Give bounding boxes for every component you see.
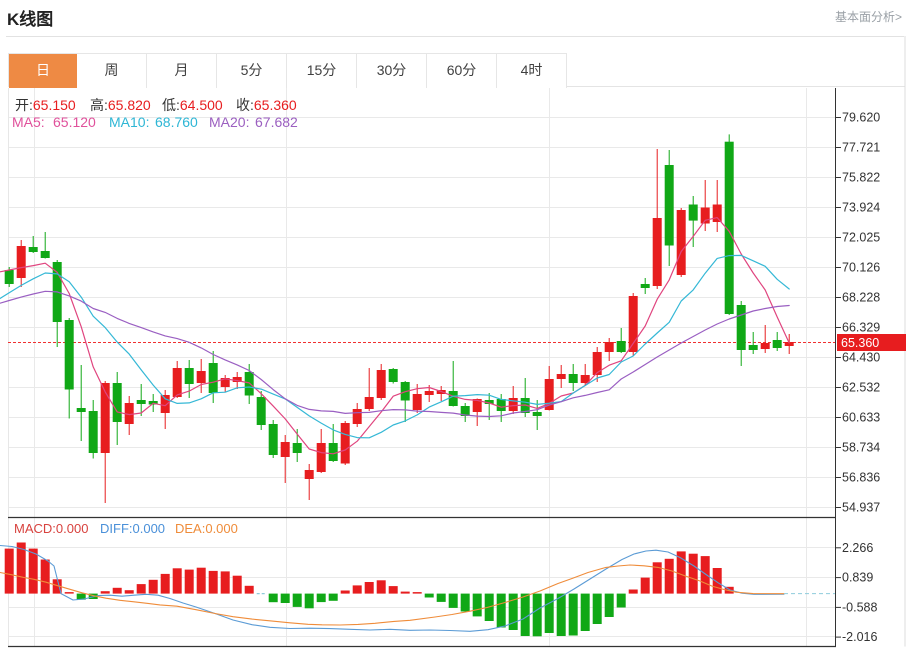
svg-text:65.360: 65.360 (841, 336, 879, 350)
svg-text:MA20:67.682: MA20: 67.682 (209, 114, 298, 130)
svg-text:-2.016: -2.016 (842, 630, 877, 644)
svg-text:2.266: 2.266 (842, 541, 873, 555)
svg-text:MACD:0.000: MACD:0.000 (14, 521, 88, 536)
svg-text:66.329: 66.329 (842, 321, 880, 335)
svg-text:64.430: 64.430 (842, 351, 880, 365)
svg-text:DEA:0.000: DEA:0.000 (175, 521, 238, 536)
svg-text:收:65.360: 收:65.360 (236, 97, 297, 113)
svg-text:60.633: 60.633 (842, 411, 880, 425)
svg-text:73.924: 73.924 (842, 201, 880, 215)
svg-text:MA5:65.120: MA5: 65.120 (12, 114, 96, 130)
svg-text:高:65.820: 高:65.820 (90, 97, 151, 113)
svg-text:79.620: 79.620 (842, 111, 880, 125)
svg-text:77.721: 77.721 (842, 141, 880, 155)
svg-text:75.822: 75.822 (842, 171, 880, 185)
svg-text:DIFF:0.000: DIFF:0.000 (100, 521, 165, 536)
svg-text:62.532: 62.532 (842, 381, 880, 395)
svg-text:0.839: 0.839 (842, 571, 873, 585)
svg-text:开:65.150: 开:65.150 (15, 97, 76, 113)
svg-text:MA10:68.760: MA10: 68.760 (109, 114, 198, 130)
svg-text:56.836: 56.836 (842, 471, 880, 485)
svg-text:68.228: 68.228 (842, 291, 880, 305)
svg-text:-0.588: -0.588 (842, 600, 877, 614)
svg-text:低:64.500: 低:64.500 (162, 97, 223, 113)
svg-text:70.126: 70.126 (842, 261, 880, 275)
svg-text:54.937: 54.937 (842, 501, 880, 515)
svg-text:72.025: 72.025 (842, 231, 880, 245)
svg-text:58.734: 58.734 (842, 441, 880, 455)
